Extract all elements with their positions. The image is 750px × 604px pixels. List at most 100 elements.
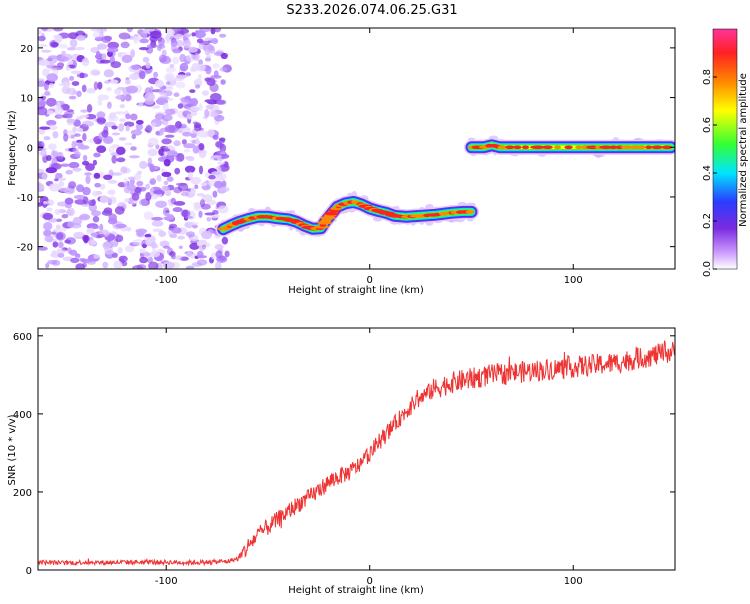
- noise-blob: [116, 157, 126, 163]
- noise-blob: [74, 46, 85, 51]
- noise-blob: [135, 119, 144, 125]
- noise-blob: [110, 61, 122, 69]
- noise-blob: [69, 38, 78, 48]
- noise-blob: [64, 110, 75, 116]
- snr-x-ticks: -100 0 100: [155, 328, 583, 587]
- noise-blob: [217, 205, 229, 214]
- noise-blob: [135, 228, 148, 234]
- noise-blob: [48, 143, 57, 150]
- noise-blob: [107, 41, 119, 50]
- noise-blob: [64, 188, 75, 195]
- noise-blob: [118, 255, 128, 263]
- noise-blob: [195, 137, 200, 146]
- noise-blob: [38, 246, 48, 251]
- noise-blob: [40, 95, 47, 100]
- noise-blob: [124, 198, 130, 203]
- noise-blob: [107, 189, 116, 195]
- noise-blob: [67, 247, 72, 254]
- noise-blob: [38, 44, 48, 48]
- noise-blob: [151, 105, 160, 109]
- noise-blob: [181, 139, 187, 145]
- y-tick-label: 10: [20, 94, 33, 105]
- noise-blob: [132, 239, 145, 246]
- noise-blob: [82, 120, 94, 127]
- noise-blob: [76, 184, 85, 193]
- noise-blob: [99, 195, 109, 204]
- noise-blob: [204, 212, 216, 216]
- noise-blob: [182, 132, 193, 137]
- noise-blob: [163, 159, 171, 167]
- noise-blob: [46, 97, 57, 107]
- noise-blob: [93, 81, 99, 91]
- noise-blob: [119, 104, 126, 109]
- noise-blob: [196, 259, 208, 266]
- noise-blob: [185, 265, 195, 269]
- noise-blob: [126, 28, 133, 33]
- noise-blob: [92, 254, 101, 259]
- noise-blob: [183, 149, 191, 153]
- noise-blob: [53, 105, 64, 115]
- noise-blob: [126, 184, 136, 191]
- noise-blob: [197, 130, 210, 138]
- colorbar: 0.0 0.2 0.4 0.6 0.8 Normalized spectral ampl…: [702, 28, 749, 277]
- noise-blob: [143, 211, 154, 220]
- noise-blob: [92, 215, 100, 223]
- noise-blob: [82, 262, 87, 268]
- noise-blob: [119, 118, 126, 123]
- x-tick-label: 0: [367, 275, 373, 286]
- noise-blob: [114, 111, 126, 115]
- noise-blob: [152, 228, 163, 232]
- noise-blob: [186, 251, 193, 257]
- noise-blob: [99, 59, 111, 64]
- track-peak: [465, 210, 475, 214]
- noise-blob: [116, 146, 126, 155]
- noise-blob: [38, 35, 46, 42]
- noise-blob: [56, 101, 61, 111]
- noise-blob: [167, 213, 174, 220]
- noise-blob: [47, 259, 58, 265]
- noise-blob: [216, 99, 227, 105]
- noise-blob: [45, 263, 50, 269]
- noise-blob: [46, 199, 54, 206]
- noise-blob: [148, 261, 159, 269]
- noise-blob: [153, 71, 159, 78]
- noise-blob: [147, 157, 153, 166]
- noise-blob: [150, 241, 157, 249]
- noise-blob: [57, 252, 65, 258]
- noise-blob: [175, 74, 187, 79]
- spectrogram-y-label: Frequency (Hz): [7, 110, 18, 186]
- noise-blob: [102, 261, 109, 269]
- spectrogram-noise: [38, 28, 232, 269]
- noise-blob: [175, 182, 188, 186]
- noise-blob: [219, 33, 227, 38]
- noise-blob: [115, 94, 128, 101]
- noise-blob: [99, 223, 104, 231]
- noise-blob: [103, 174, 113, 180]
- noise-blob: [131, 193, 140, 201]
- noise-blob: [210, 75, 222, 79]
- noise-blob: [186, 113, 192, 120]
- noise-blob: [185, 54, 196, 62]
- noise-blob: [86, 260, 96, 265]
- noise-blob: [43, 136, 51, 141]
- noise-blob: [134, 173, 142, 181]
- noise-blob: [196, 193, 205, 197]
- noise-blob: [130, 113, 138, 121]
- noise-blob: [55, 218, 63, 222]
- noise-blob: [164, 134, 175, 138]
- noise-blob: [121, 54, 133, 63]
- noise-blob: [111, 172, 123, 176]
- noise-blob: [61, 214, 69, 219]
- noise-blob: [202, 150, 208, 154]
- noise-blob: [162, 207, 170, 216]
- noise-blob: [188, 171, 193, 180]
- noise-blob: [76, 139, 83, 144]
- noise-blob: [67, 221, 75, 228]
- noise-blob: [92, 159, 97, 166]
- spectrogram-y-ticks: -20 -10 0 10 20: [17, 44, 675, 254]
- noise-blob: [186, 231, 195, 238]
- noise-blob: [198, 44, 204, 50]
- noise-blob: [57, 43, 68, 49]
- y-tick-label: 600: [13, 332, 32, 343]
